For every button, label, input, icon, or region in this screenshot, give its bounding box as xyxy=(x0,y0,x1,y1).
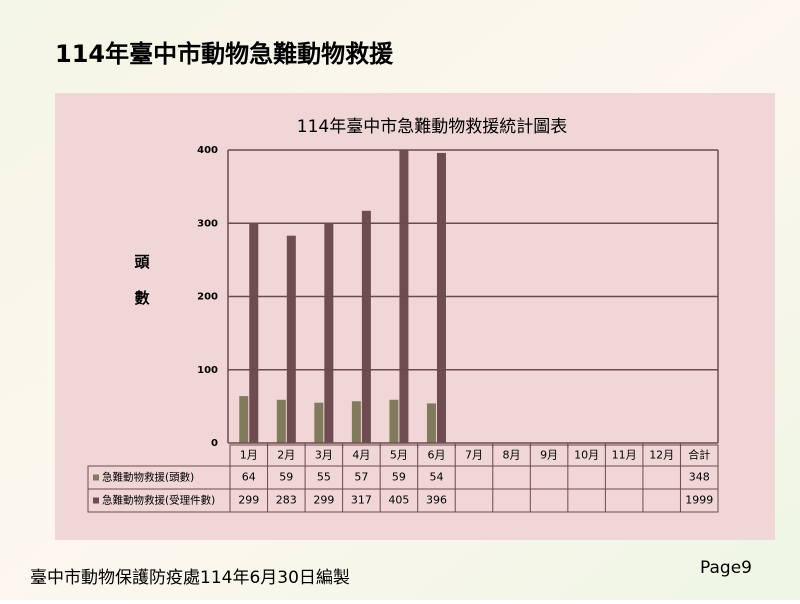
bar xyxy=(276,399,286,443)
x-tick-label: 4月 xyxy=(352,449,370,462)
bar xyxy=(239,396,249,443)
legend-swatch xyxy=(93,474,99,481)
y-tick-label: 400 xyxy=(197,145,218,156)
x-tick-label: 3月 xyxy=(315,449,333,462)
bar xyxy=(389,399,399,443)
legend-swatch xyxy=(93,497,99,504)
table-value: 405 xyxy=(388,494,409,507)
legend-label: 急難動物救援(頭數) xyxy=(102,471,194,484)
table-value: 299 xyxy=(238,494,259,507)
total-header: 合計 xyxy=(688,448,710,462)
table-value: 64 xyxy=(242,471,256,484)
bar xyxy=(286,235,296,443)
bar xyxy=(314,402,324,443)
table-value: 299 xyxy=(313,494,334,507)
x-tick-label: 8月 xyxy=(503,449,521,462)
footer: 臺中市動物保護防疫處114年6月30日編製 xyxy=(30,568,350,588)
x-tick-label: 2月 xyxy=(277,449,295,462)
table-value: 54 xyxy=(429,471,443,484)
y-tick-label: 100 xyxy=(197,365,218,376)
x-tick-label: 12月 xyxy=(649,449,674,462)
x-tick-label: 7月 xyxy=(465,449,483,462)
bar xyxy=(426,403,436,443)
x-tick-label: 6月 xyxy=(427,449,445,462)
table-value: 55 xyxy=(317,471,331,484)
y-tick-label: 0 xyxy=(211,438,218,449)
chart-title: 114年臺中市急難動物救援統計圖表 xyxy=(297,117,567,137)
y-tick-label: 300 xyxy=(197,218,218,229)
x-tick-label: 9月 xyxy=(540,449,558,462)
bar xyxy=(436,152,446,443)
legend-label: 急難動物救援(受理件數) xyxy=(102,494,215,507)
y-axis-label: 頭數 xyxy=(134,253,150,307)
table-value: 317 xyxy=(351,494,372,507)
y-tick-label: 200 xyxy=(197,292,218,303)
bar xyxy=(324,223,334,443)
table-total: 1999 xyxy=(685,494,713,507)
table-value: 57 xyxy=(354,471,368,484)
table-value: 59 xyxy=(279,471,293,484)
table-value: 396 xyxy=(426,494,447,507)
bar xyxy=(361,210,371,443)
table-value: 283 xyxy=(276,494,297,507)
bar xyxy=(249,223,259,443)
bar xyxy=(399,150,409,443)
x-tick-label: 10月 xyxy=(574,449,599,462)
page-number: Page9 xyxy=(700,558,752,578)
table-total: 348 xyxy=(689,471,710,484)
bar xyxy=(351,401,361,443)
x-tick-label: 1月 xyxy=(240,449,258,462)
slide-title: 114年臺中市動物急難動物救援 xyxy=(55,40,394,68)
table-value: 59 xyxy=(392,471,406,484)
x-tick-label: 11月 xyxy=(612,449,637,462)
x-tick-label: 5月 xyxy=(390,449,408,462)
